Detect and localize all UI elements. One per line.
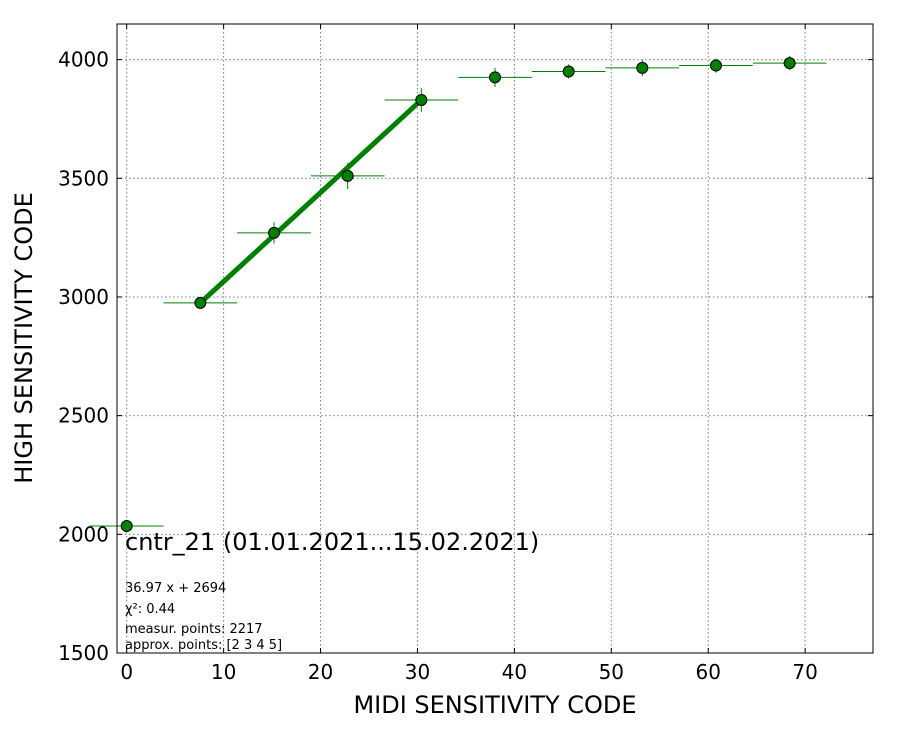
- data-point: [120, 520, 133, 533]
- x-tick-label: 50: [599, 660, 624, 684]
- x-tick-label: 70: [792, 660, 817, 684]
- data-point: [783, 57, 796, 70]
- y-axis-label: HIGH SENSITIVITY CODE: [10, 192, 38, 484]
- y-tick-label: 3000: [58, 285, 109, 309]
- data-point: [636, 61, 649, 74]
- data-point: [194, 296, 207, 309]
- data-point: [489, 71, 501, 84]
- approximation-points: approx. points: [2 3 4 5]: [125, 638, 282, 653]
- x-tick-label: 10: [211, 660, 236, 684]
- data-point: [415, 93, 428, 106]
- chi-square: χ²: 0.44: [125, 602, 175, 617]
- x-tick-label: 60: [696, 660, 721, 684]
- y-tick-label: 4000: [58, 48, 109, 72]
- errorbar-layer: [89, 56, 827, 529]
- chart-title: cntr_21 (01.01.2021...15.02.2021): [125, 528, 539, 556]
- fit-line: [198, 98, 424, 305]
- y-tick-label: 1500: [58, 641, 109, 665]
- y-tick-label: 3500: [58, 166, 109, 190]
- y-tick-label: 2500: [58, 404, 109, 428]
- grid-layer: [117, 24, 873, 654]
- x-tick-label: 20: [308, 660, 333, 684]
- fit-equation: 36.97 x + 2694: [125, 581, 226, 596]
- plot-frame: [116, 23, 874, 654]
- data-point: [268, 226, 281, 239]
- data-point: [709, 59, 722, 72]
- data-point: [562, 65, 575, 78]
- x-tick-label: 40: [502, 660, 527, 684]
- x-axis-label: MIDI SENSITIVITY CODE: [353, 691, 636, 719]
- x-tick-label: 0: [120, 660, 133, 684]
- points-layer: [120, 57, 796, 533]
- x-tick-labels: 0 10 20 30 40 50 60 70: [120, 660, 818, 684]
- x-tick-label: 30: [405, 660, 430, 684]
- measurement-points: measur. points: 2217: [125, 622, 263, 637]
- ticks-layer: [117, 24, 873, 654]
- data-point: [341, 169, 354, 182]
